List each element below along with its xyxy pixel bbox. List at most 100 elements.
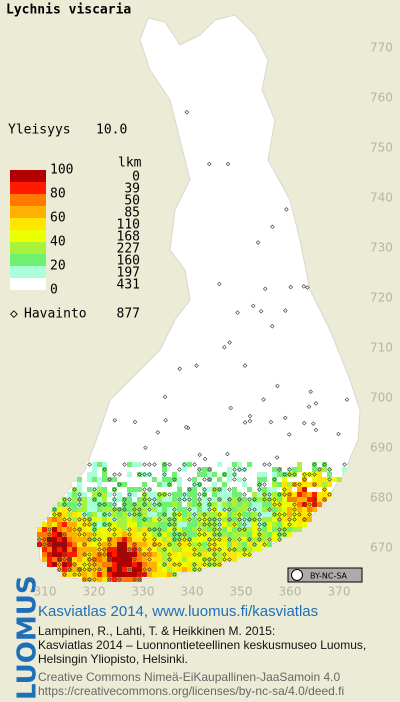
cell — [262, 507, 267, 512]
dot — [272, 497, 277, 502]
cell — [72, 557, 77, 562]
cell — [222, 497, 227, 502]
cell — [322, 462, 327, 467]
dot — [77, 572, 82, 577]
dot — [217, 497, 222, 502]
cell — [242, 492, 247, 497]
cell — [212, 507, 217, 512]
dot — [207, 537, 212, 542]
cell — [102, 562, 107, 567]
cell — [217, 497, 222, 502]
cell — [107, 557, 112, 562]
cell — [92, 547, 97, 552]
cell — [107, 537, 112, 542]
dot — [112, 532, 117, 537]
cell — [242, 527, 247, 532]
cell — [72, 522, 77, 527]
dot — [197, 567, 202, 572]
cell — [52, 507, 57, 512]
cell — [152, 512, 157, 517]
cell — [137, 572, 142, 577]
dot — [112, 527, 117, 532]
dot — [261, 397, 266, 402]
cell — [242, 547, 247, 552]
cell — [207, 542, 212, 547]
dot — [52, 512, 57, 517]
cell — [252, 517, 257, 522]
cell — [107, 567, 112, 572]
dot — [257, 527, 262, 532]
dot — [52, 542, 57, 547]
dot — [62, 517, 67, 522]
dot — [336, 431, 341, 437]
dot — [302, 472, 307, 477]
dot — [82, 517, 87, 522]
dot — [202, 557, 207, 562]
cell — [187, 462, 192, 467]
cell — [87, 462, 92, 467]
cell — [122, 552, 127, 557]
cell — [167, 562, 172, 567]
cell — [182, 467, 187, 472]
cell — [92, 527, 97, 532]
cell — [127, 562, 132, 567]
dot — [97, 567, 102, 572]
cell — [142, 462, 147, 467]
cell — [257, 487, 262, 492]
cell — [147, 522, 152, 527]
dot — [152, 502, 157, 507]
cell — [62, 507, 67, 512]
dot — [317, 467, 322, 472]
cell — [117, 547, 122, 552]
cell — [167, 547, 172, 552]
dot — [137, 577, 142, 582]
cell — [172, 492, 177, 497]
cell — [57, 522, 62, 527]
dot — [207, 161, 212, 167]
cell — [122, 567, 127, 572]
dot — [87, 557, 92, 562]
dot — [77, 532, 82, 537]
dot — [267, 497, 272, 502]
cell — [162, 567, 167, 572]
cell — [242, 552, 247, 557]
dot — [97, 552, 102, 557]
cell — [257, 522, 262, 527]
cell — [47, 557, 52, 562]
cell — [147, 527, 152, 532]
dot — [152, 497, 157, 502]
cell — [107, 512, 112, 517]
dot — [212, 532, 217, 537]
cell — [262, 462, 267, 467]
cell — [87, 547, 92, 552]
legend-scale-label: 60 — [50, 211, 66, 226]
cell — [77, 492, 82, 497]
dot — [227, 487, 232, 492]
cell — [147, 572, 152, 577]
cell — [67, 562, 72, 567]
cell — [232, 557, 237, 562]
cell — [62, 542, 67, 547]
cell — [107, 542, 112, 547]
dot — [225, 451, 230, 457]
cell — [92, 542, 97, 547]
cell — [197, 467, 202, 472]
dot — [222, 507, 227, 512]
grid-x-label: 340 — [181, 585, 204, 599]
cell — [122, 512, 127, 517]
dot — [252, 542, 257, 547]
cell — [92, 522, 97, 527]
cell — [77, 477, 82, 482]
cell — [157, 567, 162, 572]
dot — [247, 517, 252, 522]
cell — [127, 542, 132, 547]
cell — [177, 537, 182, 542]
cell — [212, 497, 217, 502]
cell — [257, 492, 262, 497]
cell — [327, 482, 332, 487]
dot — [167, 522, 172, 527]
cell — [227, 547, 232, 552]
dot — [257, 482, 262, 487]
dot — [194, 363, 199, 368]
cell — [167, 532, 172, 537]
